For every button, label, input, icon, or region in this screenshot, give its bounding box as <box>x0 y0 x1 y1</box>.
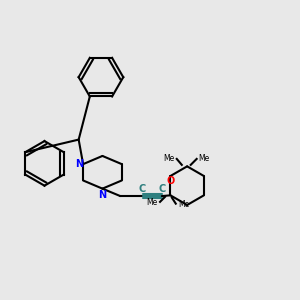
Text: Me: Me <box>164 154 175 163</box>
Text: C: C <box>139 184 146 194</box>
Text: Me: Me <box>198 154 210 163</box>
Text: Me: Me <box>147 198 158 207</box>
Text: Me: Me <box>178 200 189 209</box>
Text: N: N <box>98 190 106 200</box>
Text: C: C <box>158 184 166 194</box>
Text: N: N <box>76 159 84 169</box>
Text: O: O <box>167 176 175 186</box>
